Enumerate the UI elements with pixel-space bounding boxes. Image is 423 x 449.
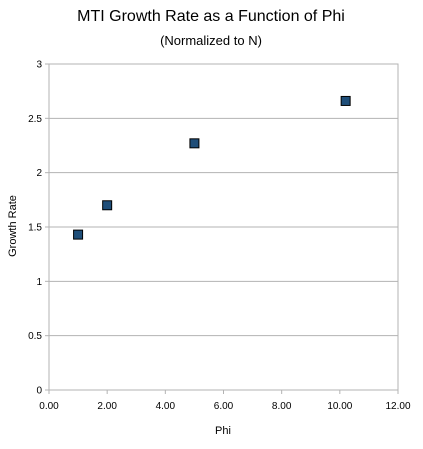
y-tick-label: 2 xyxy=(36,168,42,179)
data-point xyxy=(189,138,200,149)
y-tick-label: 1 xyxy=(36,277,42,288)
y-tick-label: 2.5 xyxy=(28,114,42,125)
x-tick-label: 12.00 xyxy=(385,401,410,412)
x-tick-label: 2.00 xyxy=(97,401,117,412)
x-tick-label: 8.00 xyxy=(272,401,292,412)
x-tick-label: 10.00 xyxy=(327,401,352,412)
chart-title: MTI Growth Rate as a Function of Phi xyxy=(77,8,345,25)
data-point xyxy=(73,229,84,240)
data-points xyxy=(73,95,351,240)
y-tick-label: 3 xyxy=(36,60,42,71)
x-tick-label: 4.00 xyxy=(156,401,176,412)
chart-subtitle: (Normalized to N) xyxy=(160,33,262,48)
axis-ticks: 0 0.5 1 1.5 2 2.5 3 0.00 2.00 4.00 6.00 8.00 10.00 12… xyxy=(28,60,411,413)
grid-lines xyxy=(49,117,398,337)
y-tick-label: 0 xyxy=(36,386,42,397)
y-axis-title: Growth Rate xyxy=(7,195,19,257)
x-axis-title: Phi xyxy=(215,425,231,437)
data-point xyxy=(102,200,113,211)
x-tick-label: 0.00 xyxy=(39,401,59,412)
x-tick-label: 6.00 xyxy=(214,401,234,412)
data-point xyxy=(340,95,351,106)
y-tick-label: 0.5 xyxy=(28,331,42,342)
y-tick-label: 1.5 xyxy=(28,223,42,234)
